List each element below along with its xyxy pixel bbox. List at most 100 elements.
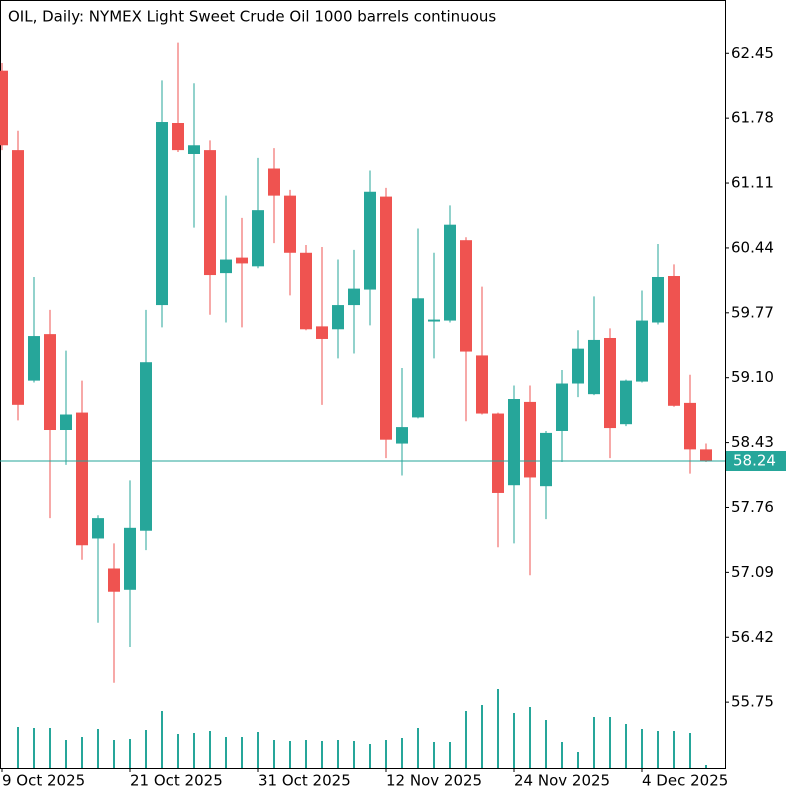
candle-body: [300, 252, 312, 330]
candle-body: [524, 401, 536, 478]
volume-bar: [81, 737, 83, 768]
volume-bar: [465, 711, 467, 768]
candle-body: [252, 210, 264, 267]
y-tick-label: 55.75: [731, 693, 774, 711]
x-tick-label: 31 Oct 2025: [258, 772, 351, 790]
volume-bar: [497, 689, 499, 768]
candle-body: [60, 414, 72, 431]
volume-bar: [593, 717, 595, 768]
candle-body: [620, 380, 632, 425]
volume-bar: [353, 741, 355, 768]
volume-bar: [481, 705, 483, 768]
volume-bar: [321, 741, 323, 768]
y-tick-label: 61.11: [731, 174, 774, 192]
candle-body: [428, 319, 440, 322]
candle-body: [492, 413, 504, 493]
volume-bar: [529, 707, 531, 768]
volume-bar: [145, 730, 147, 768]
volume-bar: [17, 727, 19, 768]
volume-bar: [401, 738, 403, 768]
volume-bar: [545, 720, 547, 768]
volume-bar: [417, 728, 419, 768]
candle-body: [44, 334, 56, 431]
y-tick-label: 62.45: [731, 44, 774, 62]
candle-body: [652, 276, 664, 323]
candle-body: [316, 326, 328, 339]
candle-body: [684, 402, 696, 450]
volume-bar: [193, 733, 195, 768]
x-tick-label: 12 Nov 2025: [386, 772, 482, 790]
candle-body: [396, 427, 408, 444]
volume-bar: [273, 740, 275, 768]
volume-bar: [241, 737, 243, 768]
volume-bar: [577, 752, 579, 768]
volume-bar: [449, 742, 451, 768]
candle-body: [12, 150, 24, 405]
candle-body: [476, 355, 488, 414]
volume-bar: [161, 711, 163, 768]
candle-body: [140, 362, 152, 531]
volume-bar: [513, 713, 515, 768]
y-tick-label: 60.44: [731, 238, 774, 256]
x-tick-label: 4 Dec 2025: [642, 772, 728, 790]
candle-body: [156, 122, 168, 306]
plot-frame: [0, 0, 726, 769]
candle-body: [604, 337, 616, 429]
candle-body: [124, 527, 136, 590]
volume-bar: [129, 739, 131, 768]
last-price-label: 58.24: [733, 451, 776, 469]
volume-bar: [97, 729, 99, 768]
candle-body: [172, 122, 184, 151]
volume-bar: [337, 740, 339, 768]
candle-body: [556, 383, 568, 431]
y-tick-label: 59.10: [731, 368, 774, 386]
y-tick-label: 59.77: [731, 303, 774, 321]
candle-body: [412, 298, 424, 418]
candle-body: [284, 195, 296, 253]
volume-bar: [49, 728, 51, 768]
candle-body: [700, 449, 712, 461]
candle-body: [508, 399, 520, 486]
candle-body: [204, 150, 216, 276]
candle-body: [636, 320, 648, 382]
volume-bar: [113, 740, 115, 768]
candle-body: [236, 257, 248, 264]
volume-bar: [177, 734, 179, 768]
candle-body: [0, 70, 8, 146]
volume-bar: [305, 740, 307, 768]
y-tick-label: 57.09: [731, 563, 774, 581]
candle-body: [92, 518, 104, 539]
volume-bar: [369, 744, 371, 768]
candle-body: [668, 276, 680, 406]
volume-bar: [33, 728, 35, 768]
volume-bar: [65, 740, 67, 768]
y-tick-label: 56.42: [731, 628, 774, 646]
y-tick-label: 58.43: [731, 433, 774, 451]
candle-body: [268, 168, 280, 196]
x-tick-label: 21 Oct 2025: [130, 772, 223, 790]
x-tick-label: 9 Oct 2025: [2, 772, 85, 790]
y-tick-label: 61.78: [731, 109, 774, 127]
y-tick-label: 57.76: [731, 498, 774, 516]
volume-bar: [289, 741, 291, 768]
x-tick-label: 24 Nov 2025: [514, 772, 610, 790]
candle-body: [588, 339, 600, 395]
candle-body: [460, 240, 472, 352]
candle-body: [220, 259, 232, 274]
last-price-box: [726, 450, 786, 471]
volume-bar: [609, 717, 611, 768]
candle-body: [76, 412, 88, 546]
candle-body: [188, 145, 200, 154]
volume-bar: [561, 742, 563, 768]
volume-bar: [433, 742, 435, 768]
volume-bar: [689, 733, 691, 768]
candle-body: [348, 288, 360, 306]
candle-body: [380, 196, 392, 440]
volume-bar: [673, 731, 675, 768]
volume-bar: [209, 731, 211, 768]
volume-bar: [385, 740, 387, 768]
candle-body: [28, 336, 40, 381]
volume-bar: [257, 732, 259, 768]
candle-body: [364, 191, 376, 290]
volume-bar: [625, 724, 627, 768]
